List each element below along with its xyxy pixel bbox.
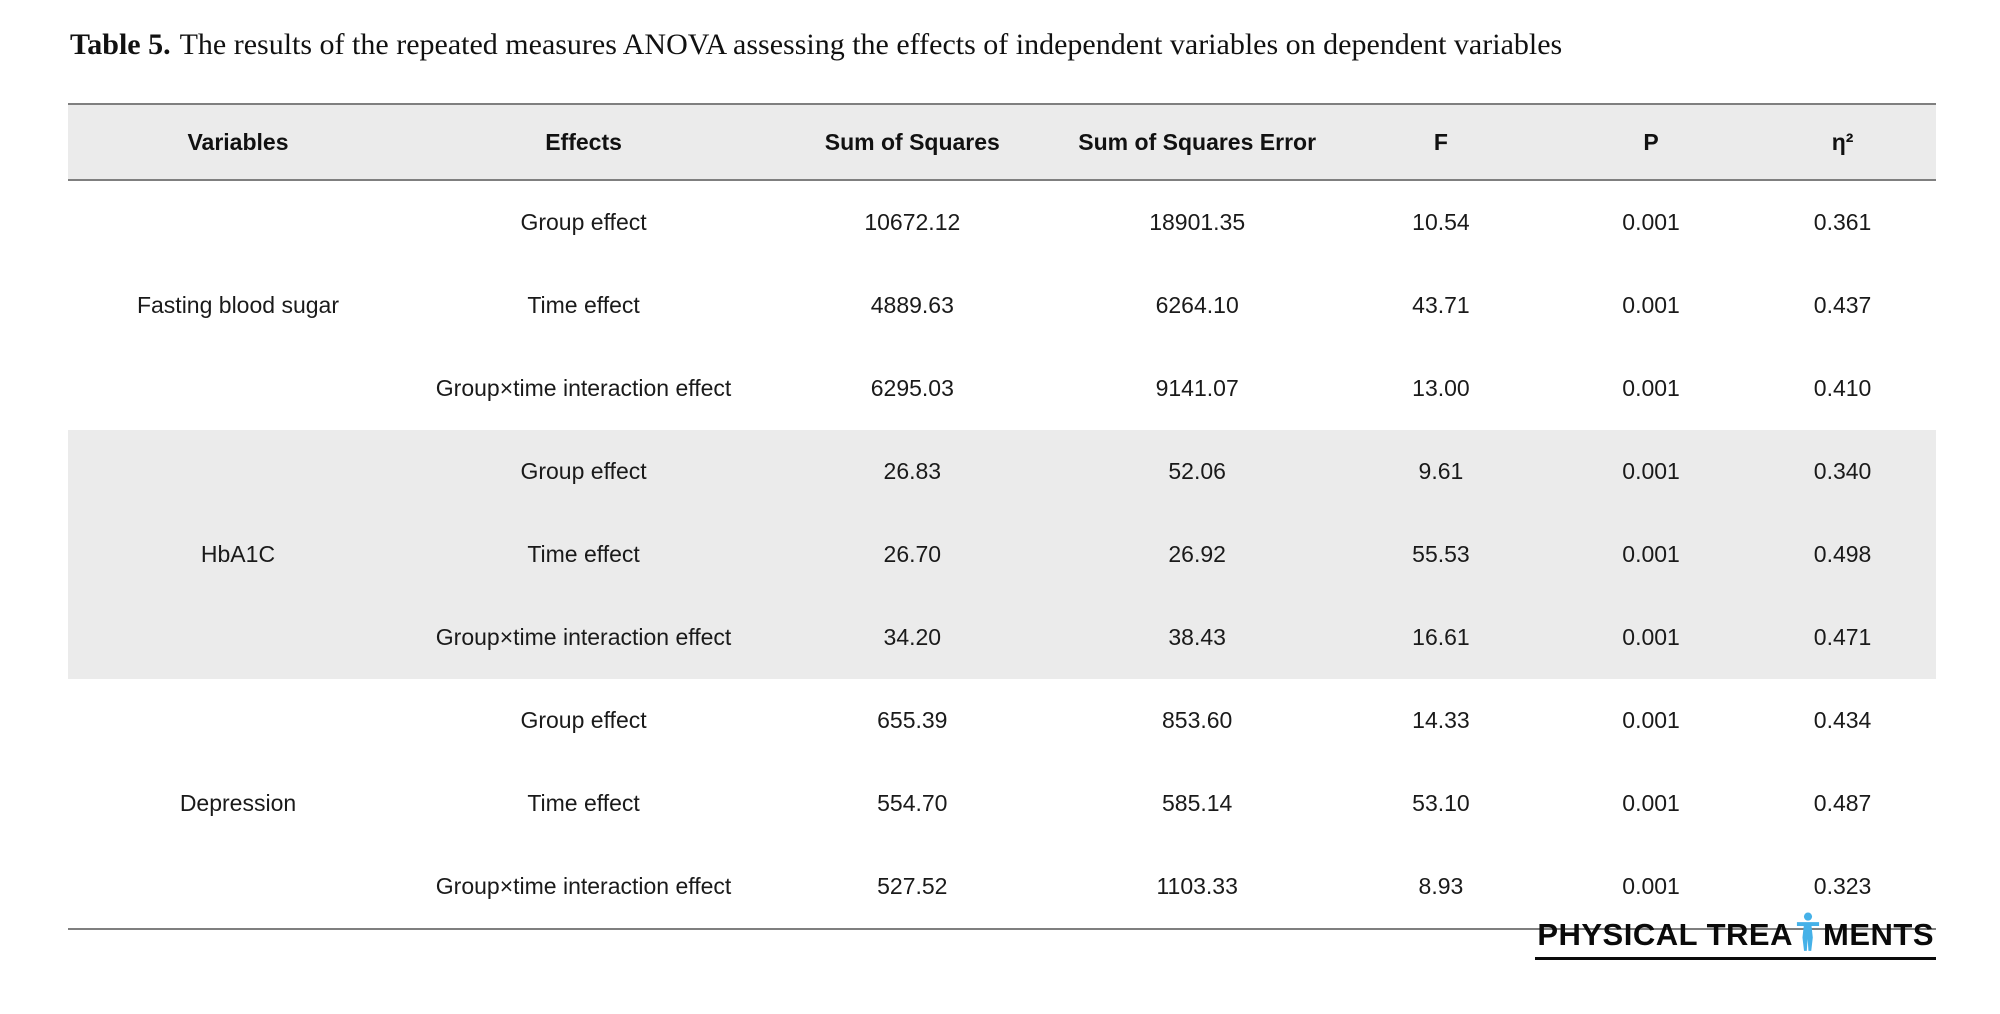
effect-cell: Group effect <box>407 430 760 513</box>
logo-text-left: PHYSICAL TREA <box>1537 917 1793 952</box>
anova-results-table: Variables Effects Sum of Squares Sum of … <box>68 103 1936 930</box>
eta-squared-cell: 0.434 <box>1813 707 1872 733</box>
p-cell: 0.001 <box>1553 596 1750 679</box>
sum-of-squares-cell: 554.70 <box>877 790 948 816</box>
p-cell: 0.001 <box>1622 873 1680 899</box>
table-row: Time effect 4889.63 6264.10 43.71 0.001 … <box>68 264 1936 347</box>
table-caption-text: The results of the repeated measures ANO… <box>179 28 1563 61</box>
eta-squared-cell: 0.323 <box>1813 873 1872 899</box>
eta-squared-cell: 0.361 <box>1813 209 1872 235</box>
eta-squared-cell: 0.498 <box>1749 513 1936 596</box>
sum-of-squares-error-cell: 1103.33 <box>1156 873 1238 899</box>
header-row: Variables Effects Sum of Squares Sum of … <box>68 103 1936 181</box>
table-row: HbA1C Group effect 26.83 52.06 9.61 0.00… <box>68 430 1936 679</box>
physical-treatments-logo: PHYSICAL TREA MENTS <box>1535 912 1936 960</box>
f-cell: 13.00 <box>1412 375 1470 401</box>
effect-cell: Group effect <box>520 209 647 235</box>
table-caption-number: Table 5. <box>70 28 171 61</box>
f-cell: 9.61 <box>1328 430 1554 513</box>
sum-of-squares-error-cell: 853.60 <box>1161 707 1233 733</box>
effect-cell: Time effect <box>407 513 760 596</box>
column-header-variables: Variables <box>68 103 408 181</box>
person-icon <box>1796 912 1820 951</box>
f-cell: 10.54 <box>1412 209 1470 235</box>
f-cell: 55.53 <box>1328 513 1554 596</box>
p-cell: 0.001 <box>1553 513 1750 596</box>
sum-of-squares-error-cell: 18901.35 <box>1149 209 1246 235</box>
column-header-sum-of-squares-error: Sum of Squares Error <box>1065 103 1329 181</box>
column-header-effects: Effects <box>407 103 760 181</box>
column-header-sum-of-squares: Sum of Squares <box>759 103 1066 181</box>
eta-squared-cell: 0.340 <box>1749 430 1936 513</box>
sum-of-squares-error-cell: 9141.07 <box>1155 375 1239 401</box>
sum-of-squares-cell: 6295.03 <box>870 375 954 401</box>
effect-cell: Group×time interaction effect <box>407 596 760 679</box>
effect-cell: Group×time interaction effect <box>435 873 732 899</box>
p-cell: 0.001 <box>1622 209 1680 235</box>
table-row: Depression Group effect 655.39 853.60 14… <box>68 679 1936 816</box>
table-row: Group×time interaction effect 527.52 110… <box>68 845 1936 929</box>
sum-of-squares-error-cell: 52.06 <box>1065 430 1329 513</box>
column-header-f: F <box>1328 103 1554 181</box>
table-row: Time effect 554.70 585.14 53.10 0.001 0.… <box>68 762 1936 845</box>
sum-of-squares-cell: 34.20 <box>759 596 1066 679</box>
effect-cell: Group effect <box>520 707 647 733</box>
effect-cell: Group×time interaction effect <box>435 375 732 401</box>
table-row: Time effect 26.70 26.92 55.53 0.001 0.49… <box>68 513 1936 596</box>
variable-cell-depression: Depression <box>179 790 297 816</box>
sum-of-squares-cell: 26.70 <box>759 513 1066 596</box>
sum-of-squares-cell: 10672.12 <box>864 209 961 235</box>
sum-of-squares-cell: 527.52 <box>877 873 948 899</box>
table-row: Group×time interaction effect 34.20 38.4… <box>68 596 1936 679</box>
sum-of-squares-error-cell: 38.43 <box>1065 596 1329 679</box>
column-header-eta-squared: η² <box>1749 103 1936 181</box>
table-caption: Table 5. The results of the repeated meas… <box>70 28 1940 62</box>
variable-cell-fasting-blood-sugar: Fasting blood sugar <box>136 292 339 318</box>
f-cell: 43.71 <box>1412 292 1470 318</box>
sum-of-squares-cell: 4889.63 <box>870 292 954 318</box>
p-cell: 0.001 <box>1622 790 1680 816</box>
variable-cell-hba1c: HbA1C <box>68 430 408 679</box>
sum-of-squares-cell: 26.83 <box>759 430 1066 513</box>
p-cell: 0.001 <box>1622 375 1680 401</box>
eta-squared-cell: 0.471 <box>1749 596 1936 679</box>
effect-cell: Time effect <box>527 790 640 816</box>
sum-of-squares-error-cell: 585.14 <box>1161 790 1233 816</box>
p-cell: 0.001 <box>1622 292 1680 318</box>
table-row: Group×time interaction effect 6295.03 91… <box>68 347 1936 430</box>
column-header-p: P <box>1553 103 1750 181</box>
table-row: Fasting blood sugar Group effect 10672.1… <box>68 180 1936 318</box>
eta-squared-cell: 0.487 <box>1813 790 1872 816</box>
f-cell: 14.33 <box>1412 707 1470 733</box>
logo-text-right: MENTS <box>1823 917 1934 952</box>
f-cell: 8.93 <box>1418 873 1464 899</box>
p-cell: 0.001 <box>1553 430 1750 513</box>
eta-squared-cell: 0.410 <box>1813 375 1872 401</box>
sum-of-squares-error-cell: 6264.10 <box>1155 292 1239 318</box>
sum-of-squares-error-cell: 26.92 <box>1065 513 1329 596</box>
f-cell: 53.10 <box>1412 790 1470 816</box>
sum-of-squares-cell: 655.39 <box>877 707 948 733</box>
p-cell: 0.001 <box>1622 707 1680 733</box>
eta-squared-cell: 0.437 <box>1813 292 1872 318</box>
f-cell: 16.61 <box>1328 596 1554 679</box>
effect-cell: Time effect <box>527 292 640 318</box>
